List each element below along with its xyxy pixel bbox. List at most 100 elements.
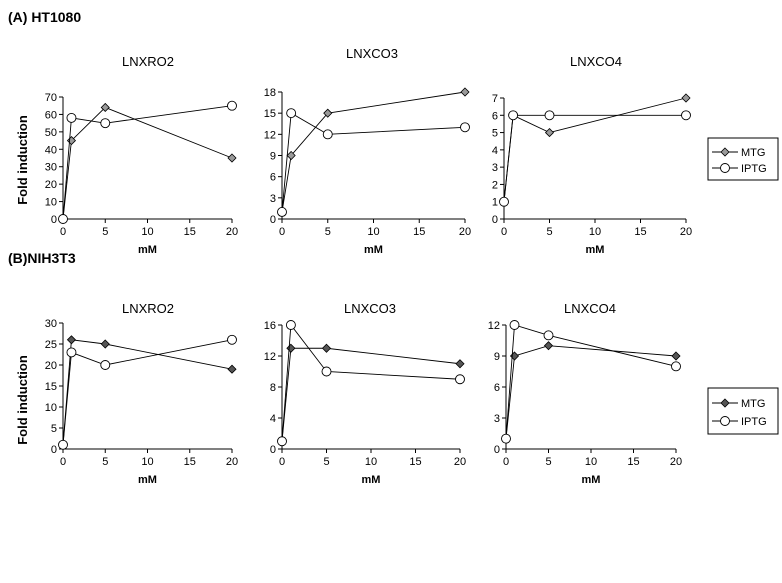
y-tick-label: 7 xyxy=(492,93,498,105)
data-point-iptg xyxy=(227,100,237,111)
y-tick-label: 15 xyxy=(45,381,57,393)
x-tick-label: 10 xyxy=(589,226,601,238)
x-tick-label: 20 xyxy=(226,456,238,468)
data-point-iptg xyxy=(100,360,111,370)
y-tick-label: 0 xyxy=(270,214,276,226)
legend-marker-iptg xyxy=(720,416,730,426)
data-point-mtg xyxy=(227,153,237,163)
series-line-iptg xyxy=(281,323,461,442)
x-tick-label: 5 xyxy=(325,226,331,238)
chart-title: LNXCO4 xyxy=(564,301,616,316)
y-tick-label: 3 xyxy=(270,193,276,205)
data-point-iptg xyxy=(509,320,520,330)
data-point-mtg xyxy=(671,351,681,361)
y-tick-label: 40 xyxy=(45,144,57,156)
x-tick-label: 15 xyxy=(409,456,421,468)
y-tick-label: 3 xyxy=(494,413,500,425)
series-line-iptg xyxy=(503,114,686,202)
legend-label-mtg: MTG xyxy=(741,398,765,410)
chart-4: LNXRO2 0 5 10 15 20 25 30 0 5 10 15 20 mM xyxy=(45,301,238,486)
chart-title: LNXCO4 xyxy=(570,54,622,69)
data-point-mtg xyxy=(681,93,691,103)
chart-title: LNXCO3 xyxy=(346,46,398,61)
series-line-iptg xyxy=(62,339,233,445)
x-tick-label: 15 xyxy=(627,456,639,468)
data-point-iptg xyxy=(322,129,333,140)
data-point-mtg xyxy=(321,343,332,353)
data-point-iptg xyxy=(66,347,77,358)
y-tick-label: 2 xyxy=(492,179,498,191)
legend-box xyxy=(707,387,779,435)
data-point-iptg xyxy=(671,361,681,372)
x-tick-label: 5 xyxy=(546,226,552,238)
legend-label-mtg: MTG xyxy=(741,147,765,159)
y-tick-label: 0 xyxy=(270,444,276,456)
x-tick-label: 0 xyxy=(60,226,66,238)
y-tick-label: 9 xyxy=(494,351,500,363)
chart-3: LNXCO4 0 1 2 3 4 5 6 7 0 5 10 15 20 mM xyxy=(492,54,692,256)
legend-marker-iptg xyxy=(720,163,730,173)
x-tick-label: 10 xyxy=(585,456,597,468)
y-axis-label-b: Fold induction xyxy=(15,355,30,445)
y-tick-label: 9 xyxy=(270,151,276,163)
x-tick-label: 5 xyxy=(102,226,108,238)
chart-title: LNXRO2 xyxy=(122,301,174,316)
data-point-iptg xyxy=(460,122,470,133)
y-tick-label: 6 xyxy=(270,172,276,184)
y-tick-label: 18 xyxy=(264,87,276,99)
series-line-iptg xyxy=(505,324,677,439)
series-line-mtg xyxy=(62,106,233,220)
y-tick-label: 70 xyxy=(45,92,57,104)
x-tick-label: 5 xyxy=(323,456,329,468)
panel-label-b: (B)NIH3T3 xyxy=(8,250,76,266)
chart-1: LNXRO2 0 10 20 30 40 50 60 70 0 5 10 15 20 mM xyxy=(45,54,238,256)
x-tick-label: 0 xyxy=(279,226,285,238)
x-axis-label: mM xyxy=(586,244,605,256)
x-tick-label: 10 xyxy=(365,456,377,468)
x-tick-label: 15 xyxy=(413,226,425,238)
y-tick-label: 12 xyxy=(264,129,276,141)
legend-marker-mtg xyxy=(720,398,730,408)
x-axis-label: mM xyxy=(138,474,157,486)
data-point-mtg xyxy=(460,87,470,97)
x-tick-label: 20 xyxy=(459,226,471,238)
y-tick-label: 6 xyxy=(492,110,498,122)
y-tick-label: 0 xyxy=(51,214,57,226)
data-point-iptg xyxy=(66,112,77,123)
x-tick-label: 10 xyxy=(141,226,153,238)
x-tick-label: 0 xyxy=(60,456,66,468)
series-line-iptg xyxy=(281,112,466,212)
x-tick-label: 15 xyxy=(184,456,196,468)
data-point-iptg xyxy=(455,374,465,385)
data-point-mtg xyxy=(543,341,554,351)
x-tick-label: 10 xyxy=(367,226,379,238)
y-tick-label: 0 xyxy=(494,444,500,456)
data-point-iptg xyxy=(227,334,237,345)
data-point-mtg xyxy=(100,339,110,349)
chart-2: LNXCO3 0 3 6 9 12 15 18 0 5 10 15 20 mM xyxy=(264,46,471,256)
y-tick-label: 15 xyxy=(264,108,276,120)
x-tick-label: 0 xyxy=(279,456,285,468)
x-axis-label: mM xyxy=(364,244,383,256)
chart-title: LNXRO2 xyxy=(122,54,174,69)
y-tick-label: 5 xyxy=(51,423,57,435)
data-point-iptg xyxy=(499,196,509,207)
data-point-iptg xyxy=(681,110,691,121)
x-tick-label: 5 xyxy=(102,456,108,468)
x-tick-label: 5 xyxy=(545,456,551,468)
legend-a: MTG IPTG xyxy=(707,137,779,181)
data-point-iptg xyxy=(100,118,111,129)
y-tick-label: 20 xyxy=(45,360,57,372)
chart-title: LNXCO3 xyxy=(344,301,396,316)
x-axis-label: mM xyxy=(362,474,381,486)
data-point-mtg xyxy=(455,359,465,369)
y-axis-label-a: Fold induction xyxy=(15,115,30,205)
data-point-mtg xyxy=(100,102,110,113)
x-tick-label: 15 xyxy=(184,226,196,238)
legend-b: MTG IPTG xyxy=(707,387,779,435)
y-tick-label: 0 xyxy=(492,214,498,226)
series-line-iptg xyxy=(62,105,233,220)
x-tick-label: 20 xyxy=(226,226,238,238)
x-tick-label: 0 xyxy=(501,226,507,238)
y-tick-label: 3 xyxy=(492,162,498,174)
